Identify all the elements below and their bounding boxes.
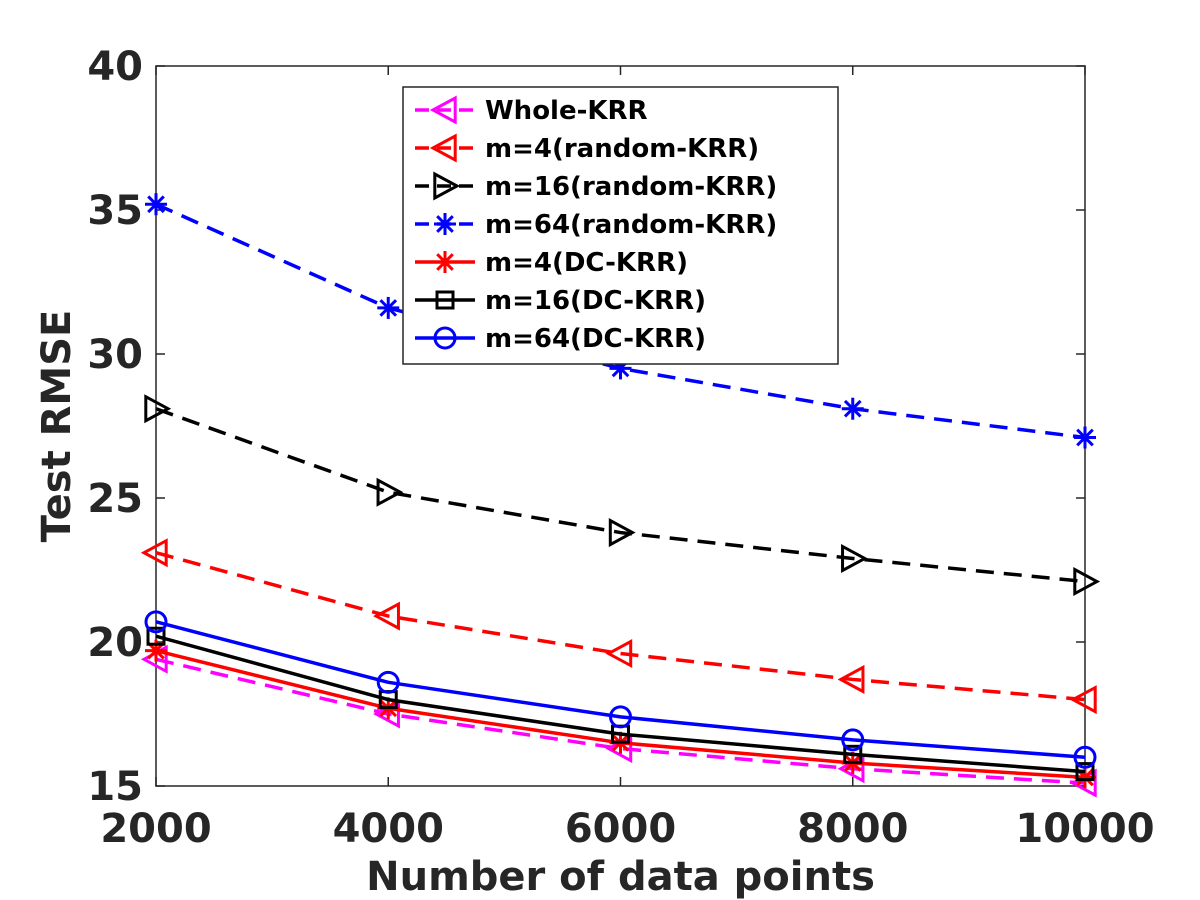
legend-label: m=4(random-KRR) [485,134,759,164]
legend-label: m=4(DC-KRR) [485,248,688,278]
x-tick-label: 4000 [333,806,444,852]
data-point [144,394,172,424]
y-axis-label: Test RMSE [34,310,80,543]
series-3 [145,193,1096,449]
x-axis-label: Number of data points [366,854,875,900]
data-point [1073,745,1097,769]
data-point [144,610,168,634]
data-point [146,626,166,646]
series-5 [146,626,1095,782]
legend-label: Whole-KRR [485,96,648,126]
data-point [837,664,865,694]
data-point [608,518,636,548]
legend-item: Whole-KRR [415,95,648,126]
legend-marker [434,251,456,273]
legend-marker [435,290,455,310]
x-tick-label: 6000 [565,806,676,852]
x-tick-label: 8000 [797,806,908,852]
legend-label: m=16(random-KRR) [485,172,777,202]
legend-item: m=16(DC-KRR) [415,286,706,316]
data-point [1075,762,1095,782]
data-point [145,193,167,216]
legend-box [402,86,839,365]
data-point [376,477,404,507]
legend-marker [429,133,457,163]
legend-item: m=64(random-KRR) [415,210,777,240]
data-point [140,538,168,568]
series-6 [144,610,1097,769]
data-point [1069,685,1097,715]
data-point [605,639,633,669]
legend-item: m=16(random-KRR) [415,171,777,202]
data-point [373,601,400,631]
legend-item: m=4(random-KRR) [415,133,759,164]
data-point [841,397,864,420]
legend: Whole-KRR m=4(random-KRR) m=16(random-KRR)… [402,86,839,365]
legend-marker [433,171,461,201]
legend-marker [429,95,457,125]
y-tick-label: 35 [87,188,143,234]
series-line [155,620,1086,759]
series-line [155,407,1086,584]
data-point [609,705,632,729]
legend-item: m=4(DC-KRR) [415,248,688,278]
series-layer [140,193,1101,798]
series-line [155,634,1086,774]
legend-marker [433,326,457,350]
legend-marker [434,213,456,235]
legend-item: m=64(DC-KRR) [415,324,706,354]
series-line [155,657,1086,785]
x-tick-label: 10000 [1015,806,1154,852]
data-point [1073,567,1101,597]
series-1 [140,538,1097,715]
data-point [843,744,863,764]
y-tick-label: 40 [87,44,143,90]
data-point [377,296,400,319]
series-line [155,202,1086,440]
legend-label: m=16(DC-KRR) [485,286,706,316]
y-tick-label: 25 [87,476,143,522]
axes: 2000 4000 6000 8000 10000 15 20 25 30 35 40 [87,44,1154,852]
series-line [155,551,1086,702]
data-point [1074,426,1096,449]
data-point [376,670,400,694]
data-point [841,728,865,752]
legend-label: m=64(random-KRR) [485,210,777,240]
y-tick-label: 15 [87,764,143,810]
y-tick-label: 30 [87,332,143,378]
x-tick-label: 2000 [100,806,211,852]
y-tick-label: 20 [87,620,143,666]
series-2 [144,394,1101,597]
legend-label: m=64(DC-KRR) [485,324,706,354]
data-point [841,543,868,573]
